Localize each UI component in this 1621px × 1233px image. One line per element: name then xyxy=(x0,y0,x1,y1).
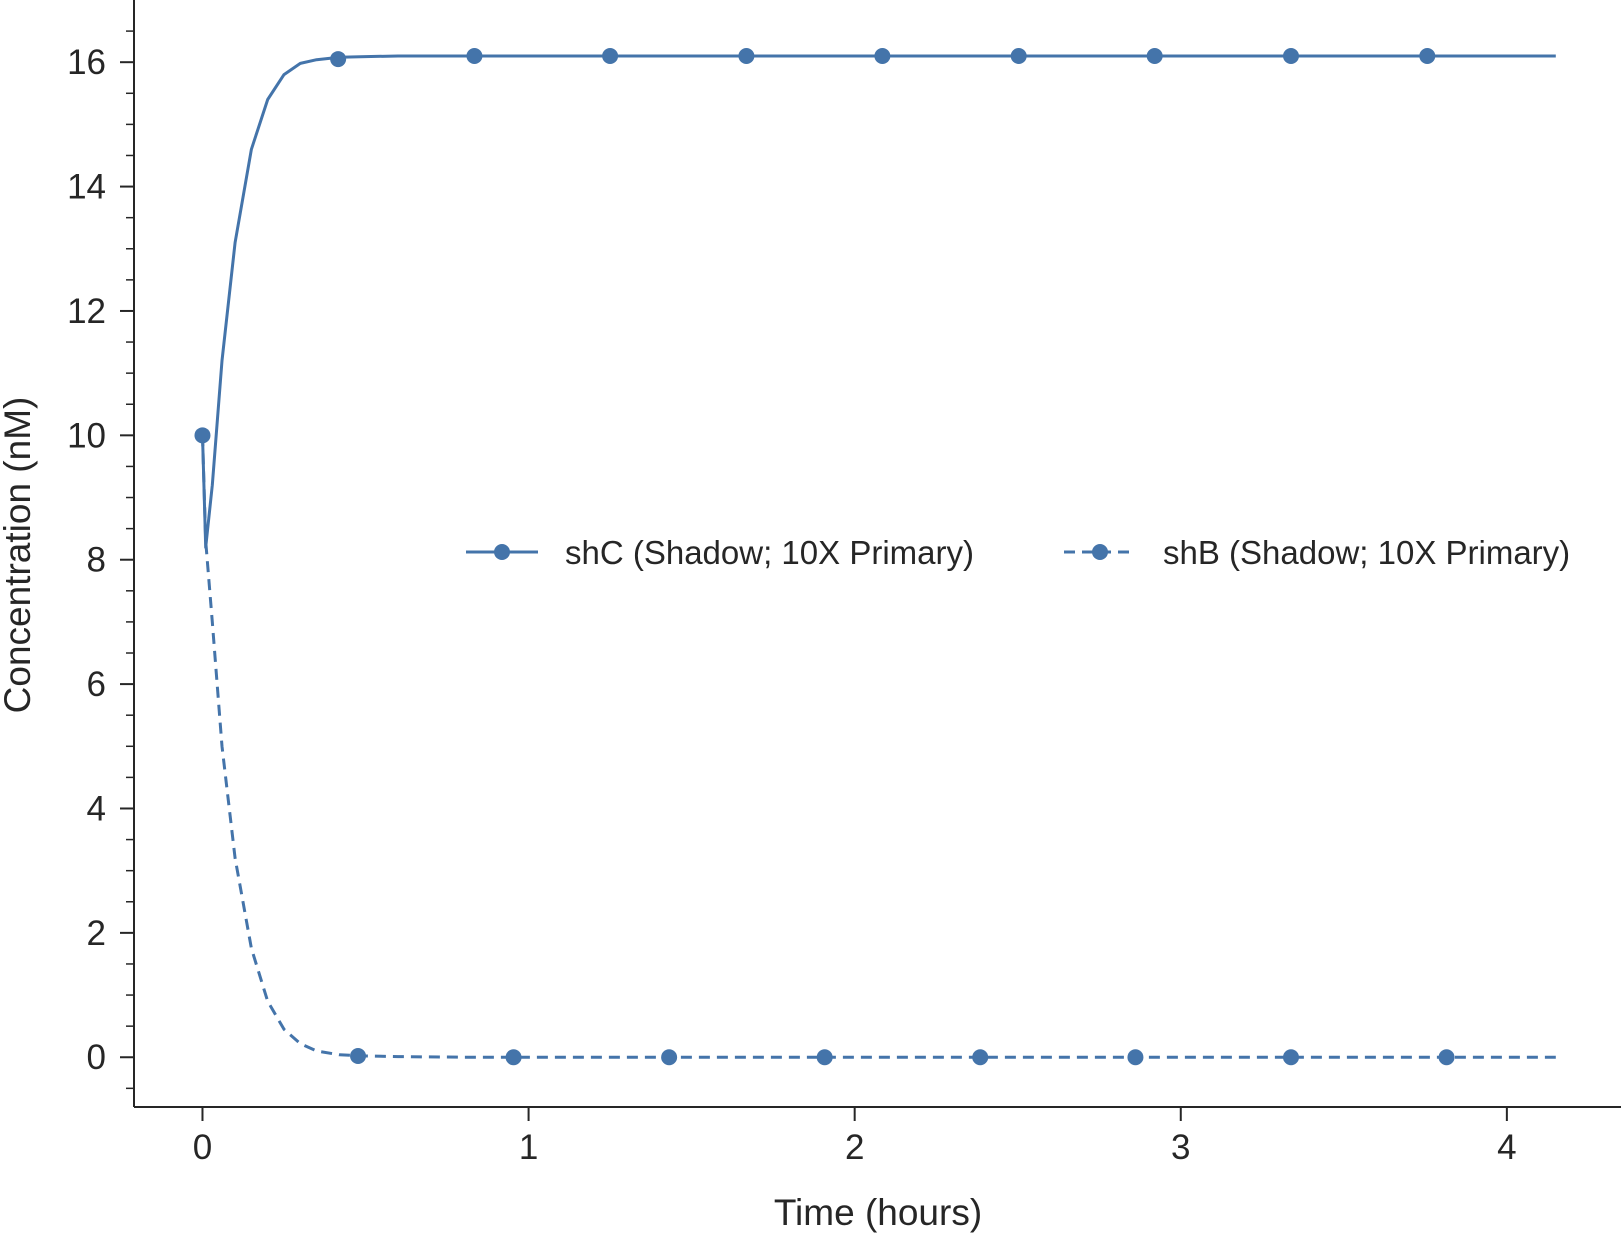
series-1-point xyxy=(816,1049,833,1066)
axes xyxy=(133,0,1621,1108)
series-line-0 xyxy=(201,54,1556,549)
x-tick-label: 2 xyxy=(845,1128,864,1167)
y-tick-label: 14 xyxy=(67,168,106,207)
y-tick-label: 6 xyxy=(87,665,106,704)
x-axis-label: Time (hours) xyxy=(774,1192,982,1233)
x-tick-label: 0 xyxy=(193,1128,212,1167)
series-1-point xyxy=(1438,1049,1455,1066)
y-tick-label: 8 xyxy=(87,541,106,580)
y-tick-label: 12 xyxy=(67,292,106,331)
series-0-point xyxy=(1010,47,1027,64)
series-0-point xyxy=(330,51,347,68)
series-1-point xyxy=(1127,1049,1144,1066)
x-tick-label: 1 xyxy=(519,1128,538,1167)
series-0-point xyxy=(738,47,755,64)
legend-marker-shc xyxy=(494,544,510,560)
series-0-point xyxy=(1282,47,1299,64)
series-1-point xyxy=(972,1049,989,1066)
series-line-1 xyxy=(201,435,1556,1059)
series-1-point xyxy=(350,1048,367,1065)
y-tick-label: 4 xyxy=(87,789,106,828)
plot-area xyxy=(194,47,1556,1066)
legend: shC (Shadow; 10X Primary) shB (Shadow; 1… xyxy=(466,534,1570,571)
y-tick-label: 0 xyxy=(87,1038,106,1077)
y-axis-label: Concentration (nM) xyxy=(0,397,38,714)
legend-label-shc: shC (Shadow; 10X Primary) xyxy=(565,534,974,571)
series-0-point xyxy=(466,47,483,64)
series-0-point xyxy=(874,47,891,64)
series-0-point xyxy=(1419,47,1436,64)
x-tick-label: 3 xyxy=(1171,1128,1190,1167)
series-1-point xyxy=(661,1049,678,1066)
series-1-point xyxy=(505,1049,522,1066)
x-tick-label: 4 xyxy=(1497,1128,1516,1167)
y-tick-label: 16 xyxy=(67,43,106,82)
legend-marker-shb xyxy=(1092,544,1108,560)
legend-label-shb: shB (Shadow; 10X Primary) xyxy=(1163,534,1570,571)
series-1-point xyxy=(1282,1049,1299,1066)
y-tick-label: 10 xyxy=(67,416,106,455)
series-0-point xyxy=(602,47,619,64)
y-tick-label: 2 xyxy=(87,914,106,953)
series-0-point xyxy=(1146,47,1163,64)
